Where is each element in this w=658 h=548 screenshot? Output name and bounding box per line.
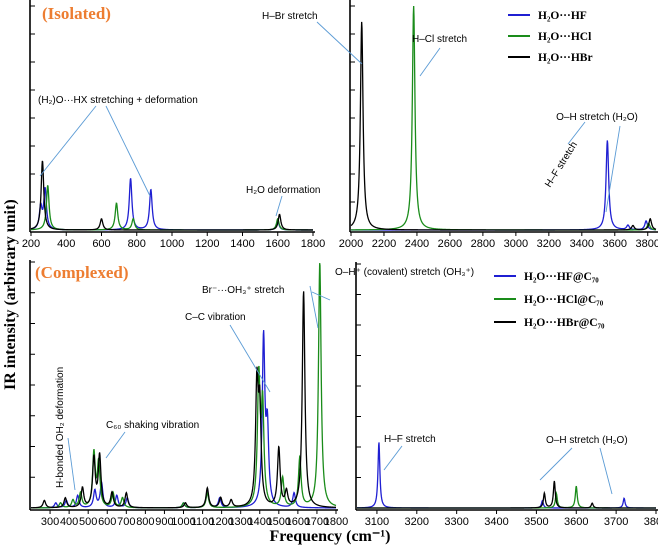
x-tick-label: 1600 — [266, 238, 290, 250]
label-hbonded-oh2: H-bonded OH₂ deformation — [55, 367, 66, 488]
tick-layer: 200 400 600 800 1000 1200 1400 1600 1800 2000 2200… — [22, 5, 658, 528]
title-complexed: (Complexed) — [35, 263, 128, 282]
x-tick-label: 1400 — [248, 516, 272, 528]
arrow-oh-stretch-c-left — [539, 447, 573, 481]
series-line-complexed-high-0 — [356, 442, 656, 509]
label-hbr-stretch: H–Br stretch — [262, 11, 318, 22]
x-tick-label: 2000 — [339, 238, 363, 250]
x-tick-label: 3400 — [484, 516, 508, 528]
x-tick-label: 400 — [57, 238, 75, 250]
panel-isolated-low: (Isolated) — [29, 0, 315, 233]
x-tick-label: 1000 — [171, 516, 195, 528]
x-tick-label: 1200 — [209, 516, 233, 528]
panel-isolated-high — [349, 0, 658, 233]
x-tick-label: 1800 — [301, 238, 325, 250]
x-tick-label: 3500 — [524, 516, 548, 528]
arrow-cc-vibration — [229, 324, 271, 393]
x-tick-label: 3200 — [537, 238, 561, 250]
arrow-hcl-stretch — [419, 47, 441, 77]
x-axis-title: Frequency (cm⁻¹) — [270, 528, 391, 545]
x-tick-label: 3400 — [570, 238, 594, 250]
y-axis-title: IR intensity (arbitrary unit) — [2, 199, 19, 390]
x-tick-label: 1200 — [195, 238, 219, 250]
x-tick-label: 600 — [92, 238, 110, 250]
series-line-complexed-low-1 — [31, 263, 337, 509]
x-tick-label: 2800 — [471, 238, 495, 250]
x-tick-label: 800 — [128, 238, 146, 250]
arrow-oh-stretch — [605, 125, 621, 213]
panel-complexed-low: (Complexed) — [29, 260, 338, 511]
arrow-hf-stretch-c — [383, 445, 403, 471]
legend-label-hbr-c70: H₂O···HBr@C₇₀ — [524, 317, 605, 329]
label-oh-stretch: O–H stretch (H₂O) — [556, 112, 638, 123]
arrow-oh-covalent-a — [311, 291, 331, 301]
x-tick-label: 2400 — [405, 238, 429, 250]
x-tick-label: 3800 — [644, 516, 658, 528]
arrow-stretch-deform-left — [39, 105, 97, 177]
x-tick-label: 3700 — [604, 516, 628, 528]
x-tick-label: 3600 — [564, 516, 588, 528]
series-line-complexed-low-2 — [30, 291, 337, 509]
x-tick-label: 1000 — [160, 238, 184, 250]
arrow-h2o-deform — [275, 195, 283, 217]
x-tick-label: 1400 — [230, 238, 254, 250]
arrow-hbonded — [67, 437, 76, 491]
legend-label-hcl: H₂O···HCl — [538, 31, 591, 43]
legend-complexed: H₂O···HF@C₇₀ H₂O···HCl@C₇₀ H₂O···HBr@C₇₀ — [494, 271, 605, 329]
arrow-br-oh3-a — [309, 285, 319, 329]
x-tick-label: 3300 — [444, 516, 468, 528]
x-tick-label: 1800 — [324, 516, 348, 528]
x-tick-label: 3800 — [636, 238, 658, 250]
arrow-oh-stretch-c-right — [599, 447, 613, 495]
x-tick-label: 2200 — [372, 238, 396, 250]
label-hf-stretch: H–F stretch — [543, 140, 580, 190]
x-tick-label: 3000 — [504, 238, 528, 250]
x-tick-label: 1700 — [305, 516, 329, 528]
label-oh-stretch-c: O–H stretch (H₂O) — [546, 435, 628, 446]
x-tick-label: 1500 — [267, 516, 291, 528]
series-line-isolated-low-2 — [30, 160, 313, 231]
x-tick-label: 600 — [98, 516, 116, 528]
label-stretch-deform: (H₂)O···HX stretching + deformation — [38, 95, 198, 106]
x-tick-label: 3200 — [405, 516, 429, 528]
label-br-oh3-stretch: Br⁻···OH₃⁺ stretch — [202, 285, 284, 296]
x-tick-label: 1100 — [191, 516, 215, 528]
series-line-complexed-low-0 — [31, 330, 336, 509]
label-hcl-stretch: H–Cl stretch — [412, 34, 467, 45]
spectra-layer — [30, 6, 657, 509]
annotation-arrows — [39, 21, 621, 495]
x-tick-label: 200 — [22, 238, 40, 250]
x-tick-label: 500 — [79, 516, 97, 528]
arrow-hbr-stretch — [316, 21, 363, 65]
label-cc-vibration: C–C vibration — [185, 312, 246, 323]
legend-label-hf: H₂O···HF — [538, 10, 587, 22]
x-tick-label: 1600 — [286, 516, 310, 528]
label-oh-covalent: O–H⁺ (covalent) stretch (OH₃⁺) — [335, 267, 474, 278]
legend-label-hcl-c70: H₂O···HCl@C₇₀ — [524, 294, 604, 306]
x-tick-label: 400 — [60, 516, 78, 528]
series-line-complexed-high-2 — [357, 480, 656, 509]
x-tick-label: 700 — [117, 516, 135, 528]
arrow-hf-stretch — [567, 121, 586, 145]
label-hf-stretch-c: H–F stretch — [384, 434, 436, 445]
legend-label-hbr: H₂O···HBr — [538, 52, 593, 64]
x-tick-label: 3600 — [603, 238, 627, 250]
x-tick-label: 3100 — [365, 516, 389, 528]
x-tick-label: 1300 — [228, 516, 252, 528]
label-h2o-deform: H₂O deformation — [246, 185, 320, 196]
title-isolated: (Isolated) — [42, 4, 111, 23]
x-tick-label: 300 — [41, 516, 59, 528]
arrow-c60-shaking — [105, 431, 126, 459]
label-c60-shaking: C₆₀ shaking vibration — [106, 420, 199, 431]
legend-isolated: H₂O···HF H₂O···HCl H₂O···HBr — [508, 10, 593, 64]
arrow-stretch-deform-right — [105, 105, 151, 197]
legend-label-hf-c70: H₂O···HF@C₇₀ — [524, 271, 599, 283]
x-tick-label: 900 — [155, 516, 173, 528]
series-line-isolated-high-2 — [350, 21, 657, 231]
x-tick-label: 800 — [136, 516, 154, 528]
x-tick-label: 2600 — [438, 238, 462, 250]
